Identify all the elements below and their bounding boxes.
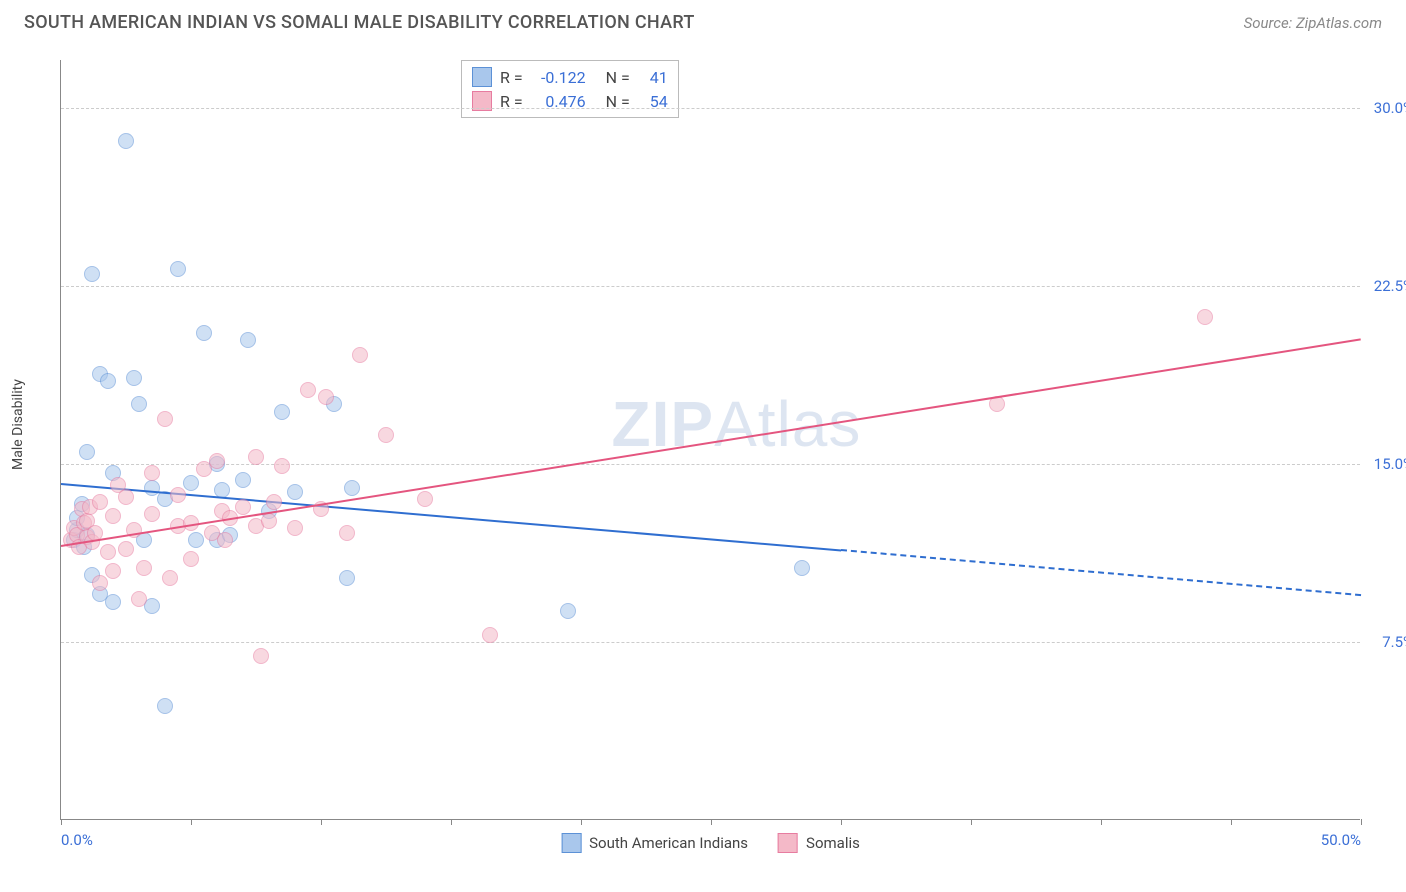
n-value: 41 bbox=[638, 68, 668, 87]
data-point bbox=[209, 453, 225, 469]
chart-title: SOUTH AMERICAN INDIAN VS SOMALI MALE DIS… bbox=[24, 12, 695, 33]
x-tick bbox=[581, 819, 582, 825]
data-point bbox=[217, 532, 233, 548]
data-point bbox=[170, 261, 186, 277]
legend-swatch bbox=[561, 833, 581, 853]
data-point bbox=[118, 133, 134, 149]
legend-swatch bbox=[778, 833, 798, 853]
data-point bbox=[344, 480, 360, 496]
data-point bbox=[318, 389, 334, 405]
legend-item: South American Indians bbox=[561, 833, 748, 853]
data-point bbox=[794, 560, 810, 576]
data-point bbox=[79, 444, 95, 460]
stats-row: R = -0.122 N = 41 bbox=[472, 65, 668, 89]
data-point bbox=[240, 332, 256, 348]
data-point bbox=[1197, 309, 1213, 325]
data-point bbox=[287, 520, 303, 536]
legend-label: Somalis bbox=[806, 834, 860, 852]
y-tick-label: 15.0% bbox=[1374, 455, 1406, 473]
data-point bbox=[144, 506, 160, 522]
legend: South American Indians Somalis bbox=[561, 833, 860, 853]
data-point bbox=[253, 648, 269, 664]
data-point bbox=[118, 541, 134, 557]
x-tick bbox=[971, 819, 972, 825]
data-point bbox=[274, 404, 290, 420]
x-tick bbox=[1231, 819, 1232, 825]
data-point bbox=[105, 563, 121, 579]
data-point bbox=[157, 411, 173, 427]
n-label: N = bbox=[606, 68, 630, 87]
data-point bbox=[105, 508, 121, 524]
source-attribution: Source: ZipAtlas.com bbox=[1244, 14, 1382, 32]
x-tick bbox=[841, 819, 842, 825]
data-point bbox=[417, 491, 433, 507]
stats-row: R = 0.476N = 54 bbox=[472, 89, 668, 113]
data-point bbox=[339, 525, 355, 541]
data-point bbox=[136, 560, 152, 576]
data-point bbox=[287, 484, 303, 500]
legend-item: Somalis bbox=[778, 833, 860, 853]
y-tick-label: 30.0% bbox=[1374, 99, 1406, 117]
data-point bbox=[131, 396, 147, 412]
data-point bbox=[126, 370, 142, 386]
data-point bbox=[170, 487, 186, 503]
data-point bbox=[183, 475, 199, 491]
r-value: -0.122 bbox=[531, 68, 586, 87]
x-tick bbox=[451, 819, 452, 825]
data-point bbox=[378, 427, 394, 443]
correlation-stats-box: R = -0.122 N = 41 R = 0.476N = 54 bbox=[461, 60, 679, 118]
data-point bbox=[352, 347, 368, 363]
x-tick bbox=[711, 819, 712, 825]
legend-label: South American Indians bbox=[589, 834, 748, 852]
data-point bbox=[266, 494, 282, 510]
data-point bbox=[183, 551, 199, 567]
x-tick bbox=[1361, 819, 1362, 825]
data-point bbox=[339, 570, 355, 586]
x-tick bbox=[191, 819, 192, 825]
gridline bbox=[61, 642, 1360, 643]
trend-line-extrapolated bbox=[841, 549, 1361, 596]
y-tick-label: 22.5% bbox=[1374, 277, 1406, 295]
y-tick-label: 7.5% bbox=[1382, 633, 1406, 651]
data-point bbox=[92, 494, 108, 510]
data-point bbox=[196, 325, 212, 341]
x-tick bbox=[321, 819, 322, 825]
x-tick bbox=[1101, 819, 1102, 825]
x-tick bbox=[61, 819, 62, 825]
data-point bbox=[482, 627, 498, 643]
data-point bbox=[84, 266, 100, 282]
data-point bbox=[162, 570, 178, 586]
data-point bbox=[235, 472, 251, 488]
x-tick-label: 0.0% bbox=[61, 831, 93, 849]
data-point bbox=[274, 458, 290, 474]
data-point bbox=[235, 499, 251, 515]
x-tick-label: 50.0% bbox=[1321, 831, 1361, 849]
data-point bbox=[188, 532, 204, 548]
data-point bbox=[92, 575, 108, 591]
data-point bbox=[560, 603, 576, 619]
data-point bbox=[261, 513, 277, 529]
data-point bbox=[144, 465, 160, 481]
data-point bbox=[248, 449, 264, 465]
data-point bbox=[118, 489, 134, 505]
data-point bbox=[131, 591, 147, 607]
y-axis-label: Male Disability bbox=[10, 379, 26, 470]
data-point bbox=[157, 698, 173, 714]
series-swatch bbox=[472, 67, 492, 87]
gridline bbox=[61, 108, 1360, 109]
trend-line bbox=[61, 338, 1361, 547]
data-point bbox=[100, 373, 116, 389]
data-point bbox=[100, 544, 116, 560]
plot-area: ZIPAtlas R = -0.122N = 41R = 0.476N = 54… bbox=[60, 60, 1360, 820]
data-point bbox=[300, 382, 316, 398]
gridline bbox=[61, 286, 1360, 287]
data-point bbox=[105, 594, 121, 610]
r-label: R = bbox=[500, 68, 523, 87]
chart-container: Male Disability ZIPAtlas R = -0.122N = 4… bbox=[20, 50, 1386, 870]
